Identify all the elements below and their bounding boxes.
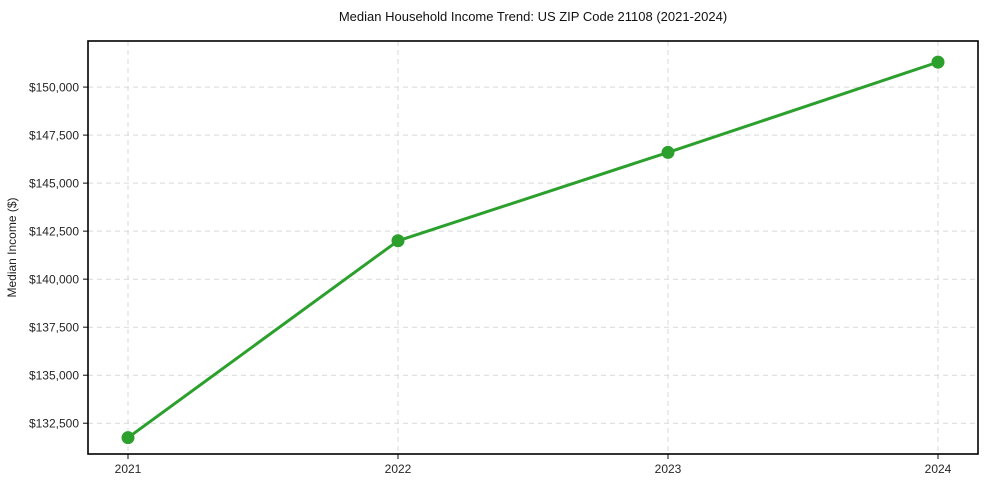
series-layer: [121, 55, 945, 445]
y-tick-label: $135,000: [29, 368, 79, 382]
x-tick-label: 2021: [115, 462, 142, 476]
y-tick-label: $150,000: [29, 80, 79, 94]
data-point: [661, 145, 675, 159]
y-tick-label: $140,000: [29, 272, 79, 286]
x-tick-label: 2023: [655, 462, 682, 476]
y-tick-label: $137,500: [29, 320, 79, 334]
series-line: [126, 60, 940, 440]
y-axis-label: Median Income ($): [5, 197, 19, 297]
y-tick-label: $132,500: [29, 416, 79, 430]
plot-border: [87, 40, 979, 455]
chart-title: Median Household Income Trend: US ZIP Co…: [339, 9, 727, 24]
tick-layer: $132,500 $135,000 $137,500 $140,000 $142,500…: [29, 80, 952, 476]
grid-layer: [88, 41, 978, 454]
y-tick-label: $147,500: [29, 128, 79, 142]
data-point: [931, 55, 945, 69]
x-tick-label: 2022: [385, 462, 412, 476]
y-tick-label: $142,500: [29, 224, 79, 238]
x-tick-label: 2024: [925, 462, 952, 476]
y-tick-label: $145,000: [29, 176, 79, 190]
data-point: [121, 431, 135, 445]
data-point: [391, 234, 405, 248]
